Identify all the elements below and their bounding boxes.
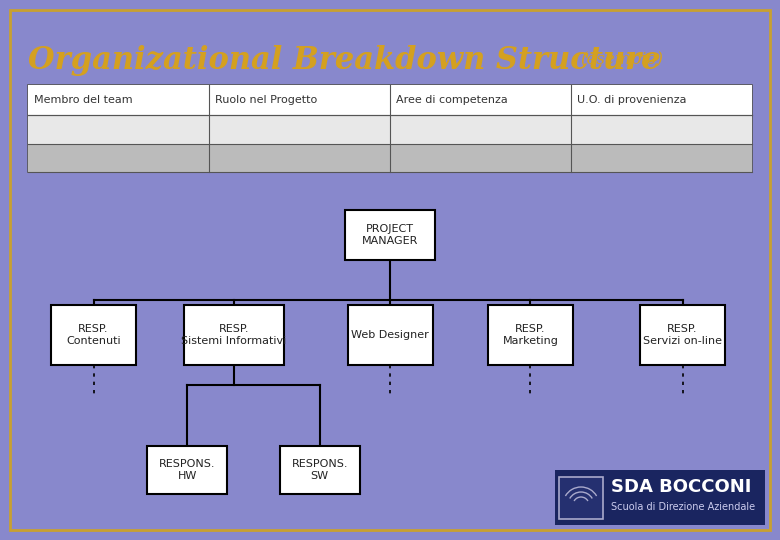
Text: RESP.
Servizi on-line: RESP. Servizi on-line [643,324,722,346]
Bar [28,85,752,115]
Bar [640,305,725,365]
Bar [147,446,227,494]
Bar [559,477,603,519]
Text: PROJECT
MANAGER: PROJECT MANAGER [362,224,418,246]
Bar [488,305,573,365]
Bar [28,144,752,172]
Bar [280,446,360,494]
Text: SDA BOCCONI: SDA BOCCONI [611,478,751,496]
Text: RESP.
Marketing: RESP. Marketing [502,324,558,346]
Bar [28,85,752,172]
Text: (esempio): (esempio) [580,51,663,69]
Bar [348,305,432,365]
Text: RESP.
Sistemi Informativi: RESP. Sistemi Informativi [182,324,286,346]
Text: RESP.
Contenuti: RESP. Contenuti [66,324,121,346]
Bar [345,210,435,260]
Text: Membro del team: Membro del team [34,95,133,105]
Text: RESPONS.
SW: RESPONS. SW [292,459,348,481]
Bar [51,305,136,365]
Text: Organizational Breakdown Structure: Organizational Breakdown Structure [28,44,661,76]
Bar [184,305,284,365]
Text: RESPONS.
HW: RESPONS. HW [159,459,215,481]
Bar [28,115,752,144]
Bar [555,470,765,525]
Text: Aree di competenza: Aree di competenza [396,95,508,105]
Text: Ruolo nel Progetto: Ruolo nel Progetto [215,95,317,105]
Text: Web Designer: Web Designer [351,330,429,340]
Text: Scuola di Direzione Aziendale: Scuola di Direzione Aziendale [611,502,755,512]
Text: U.O. di provenienza: U.O. di provenienza [577,95,686,105]
